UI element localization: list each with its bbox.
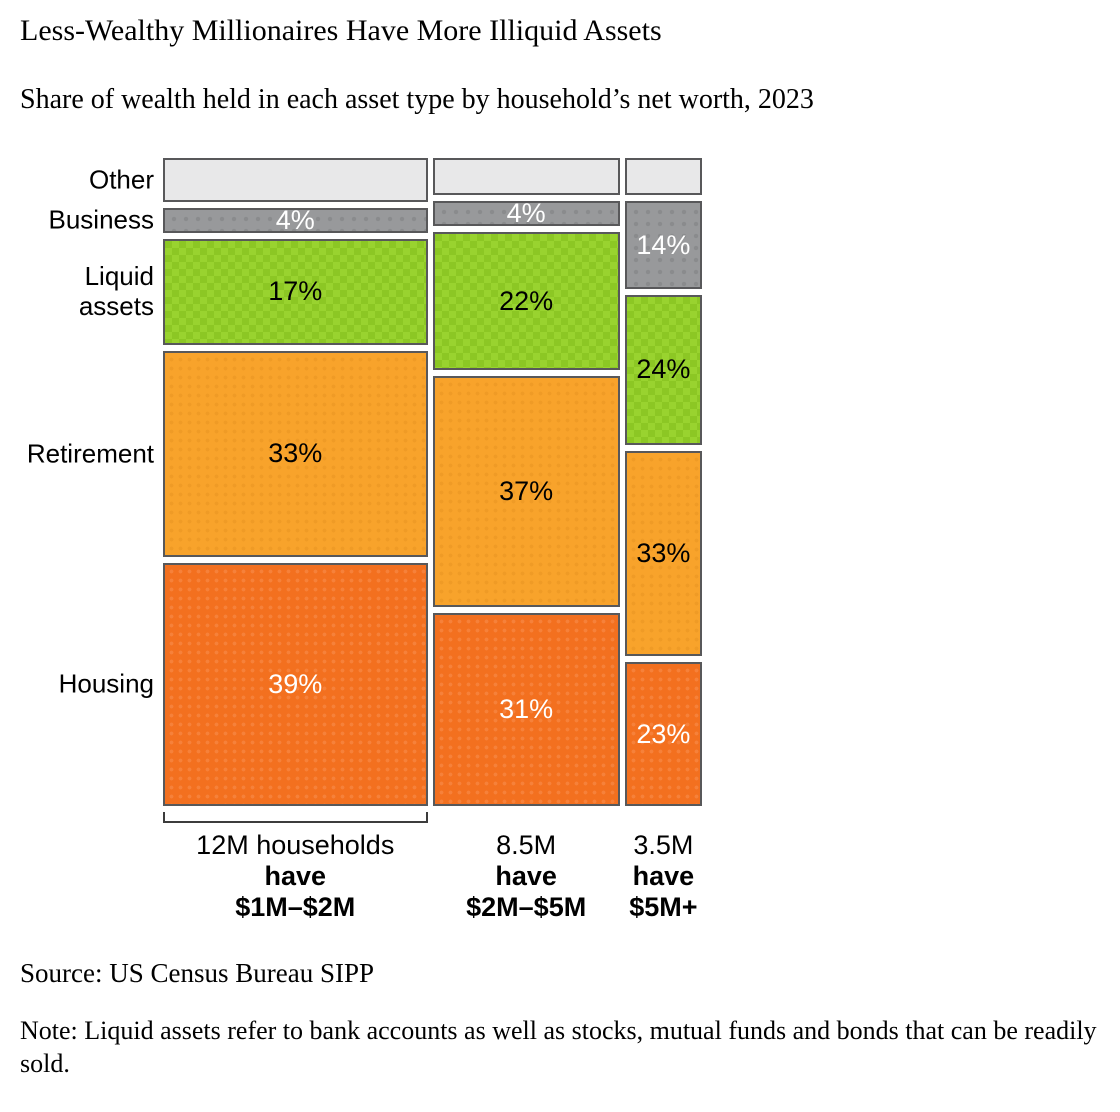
segment-5m-plus-business: 14% [624, 201, 702, 289]
row-label-retirement: Retirement [0, 438, 154, 468]
row-label-line: Other [88, 164, 154, 195]
row-label-liquid: Liquid assets [0, 260, 154, 320]
x-label-2m-5m: 8.5M have $2M–$5M [466, 830, 586, 923]
segment-2m-5m-retirement: 37% [432, 375, 620, 607]
x-label-5m-plus: 3.5M have $5M+ [629, 830, 697, 923]
x-label-1m-2m: 12M households have $1M–$2M [196, 830, 394, 923]
segment-value-label: 33% [268, 438, 323, 469]
row-label-other: Other [0, 164, 154, 194]
segment-1m-2m-business: 4% [163, 204, 428, 235]
segment-2m-5m-business: 4% [432, 198, 620, 229]
mosaic-plot: 4% 17% 33% 39% 4% 22% 37% 31% 14% 24% 33% 23% [163, 158, 702, 806]
segment-value-label: 37% [499, 475, 554, 506]
segment-1m-2m-retirement: 33% [163, 350, 428, 557]
segment-value-label: 33% [636, 538, 691, 568]
x-label-line: 8.5M [496, 830, 557, 860]
segment-5m-plus-housing: 23% [624, 662, 702, 806]
segment-value-label: 22% [499, 285, 554, 316]
households-bracket [163, 812, 428, 823]
segment-5m-plus-retirement: 33% [624, 450, 702, 657]
segment-value-label: 4% [275, 204, 315, 235]
row-label-business: Business [0, 204, 155, 235]
x-label-line: 3.5M [633, 830, 694, 860]
row-label-line: Retirement [26, 438, 154, 469]
row-label-line: Housing [58, 668, 154, 699]
segment-2m-5m-other [432, 158, 620, 196]
x-label-line: $2M–$5M [466, 892, 587, 922]
segment-1m-2m-housing: 39% [163, 562, 428, 806]
note-line: Note: Liquid assets refer to bank accoun… [20, 1016, 1097, 1078]
x-label-line: $5M+ [629, 892, 698, 922]
row-label-line: Liquid [84, 260, 154, 291]
segment-value-label: 14% [636, 229, 691, 260]
row-label-line: Business [48, 204, 155, 235]
segment-1m-2m-other [163, 158, 428, 202]
row-label-housing: Housing [0, 669, 154, 699]
row-labels: Other Business Liquid assets Retirement Housi… [0, 0, 154, 950]
chart-title: Less-Wealthy Millionaires Have More Illi… [20, 14, 662, 47]
mosaic-chart: Other Business Liquid assets Retirement Housi… [0, 0, 702, 950]
segment-2m-5m-liquid: 22% [432, 232, 620, 370]
segment-value-label: 4% [506, 198, 546, 229]
x-label-line: $1M–$2M [235, 892, 356, 922]
segment-2m-5m-housing: 31% [432, 612, 620, 806]
segment-value-label: 39% [268, 668, 323, 699]
segment-value-label: 31% [499, 693, 554, 724]
x-label-line: 12M households [196, 830, 395, 860]
chart-subtitle: Share of wealth held in each asset type … [20, 84, 814, 115]
source-line: Source: US Census Bureau SIPP [20, 958, 375, 988]
segment-value-label: 23% [636, 718, 691, 749]
segment-value-label: 24% [636, 354, 691, 385]
segment-value-label: 17% [268, 276, 323, 307]
x-label-line: have [264, 861, 327, 891]
segment-5m-plus-other [624, 158, 702, 196]
x-label-line: have [632, 861, 695, 891]
row-label-line: assets [78, 290, 154, 321]
x-label-line: have [495, 861, 557, 891]
segment-5m-plus-liquid: 24% [624, 294, 702, 445]
segment-1m-2m-liquid: 17% [163, 238, 428, 345]
